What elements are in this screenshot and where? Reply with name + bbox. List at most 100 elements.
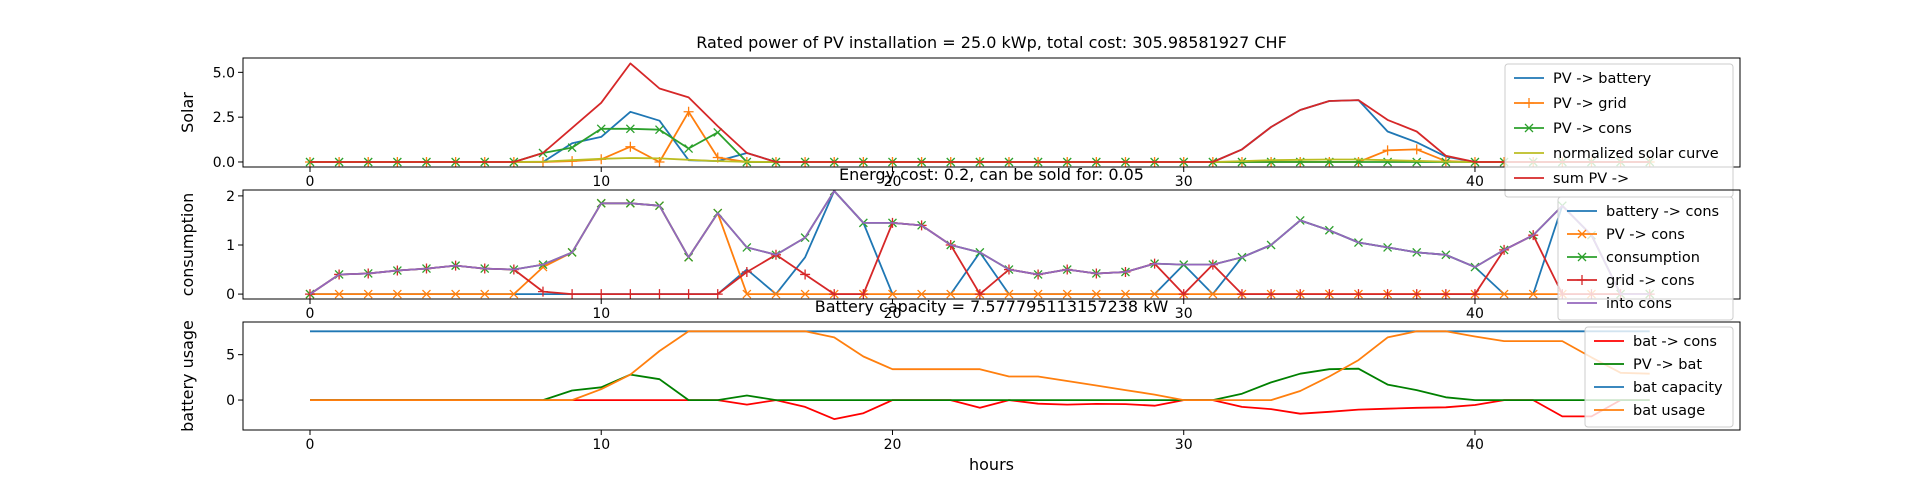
- data-point: [1382, 289, 1393, 299]
- data-point: [917, 289, 927, 299]
- data-point: [1062, 289, 1072, 299]
- y-tick-label: 2: [226, 189, 235, 205]
- legend-box: [1557, 196, 1734, 321]
- data-point: [1208, 289, 1218, 299]
- x-tick-label: 0: [306, 437, 315, 453]
- x-tick-label: 40: [1466, 174, 1484, 190]
- data-point: [625, 289, 636, 299]
- plot-area: [304, 62, 1655, 167]
- legend-label: into cons: [1606, 296, 1672, 312]
- x-tick-label: 10: [592, 306, 610, 322]
- x-tick-label: 20: [884, 174, 902, 190]
- data-point: [625, 124, 635, 134]
- data-point: [800, 269, 811, 280]
- data-point: [1411, 144, 1422, 155]
- legend-label: PV -> grid: [1553, 96, 1627, 112]
- series-line-bat-usage: [310, 330, 1650, 402]
- data-point: [1266, 289, 1277, 299]
- plot-area: [310, 330, 1650, 421]
- data-point: [1295, 289, 1306, 299]
- data-point: [1440, 289, 1451, 299]
- data-point: [334, 289, 344, 299]
- data-point: [1528, 289, 1538, 299]
- data-point: [800, 289, 810, 299]
- axes-frame: [242, 57, 1741, 168]
- data-point: [1150, 289, 1160, 299]
- x-tick-label: 20: [884, 306, 902, 322]
- x-tick-label: 40: [1466, 306, 1484, 322]
- data-point: [742, 289, 752, 299]
- data-point: [741, 266, 752, 277]
- legend: PV -> battery PV -> grid PV -> cons normali…: [1504, 63, 1734, 198]
- x-tick-label: 0: [306, 174, 315, 190]
- x-tick-label: 30: [1175, 306, 1193, 322]
- data-point: [946, 289, 956, 299]
- legend-label: bat usage: [1633, 403, 1705, 419]
- data-point: [304, 289, 315, 299]
- x-tick-label: 10: [592, 174, 610, 190]
- legend: bat -> cons PV -> bat bat capacity bat usag…: [1584, 326, 1734, 428]
- data-point: [625, 141, 636, 152]
- data-point: [596, 124, 606, 134]
- chart-title: Rated power of PV installation = 25.0 kW…: [696, 33, 1287, 52]
- data-point: [1004, 289, 1014, 299]
- y-tick-label: 0: [226, 393, 235, 409]
- data-point: [1121, 289, 1130, 299]
- axes-frame: [242, 321, 1741, 431]
- data-point: [1236, 289, 1247, 299]
- chart-title: Battery capacity = 7.577795113157238 kW: [815, 297, 1169, 316]
- series-line-sum-pv: [310, 62, 1650, 163]
- legend-label: battery -> cons: [1606, 204, 1719, 220]
- y-tick-label: 0: [226, 287, 235, 303]
- data-point: [654, 289, 665, 299]
- axes-frame: [242, 189, 1741, 300]
- legend-marker: [1577, 229, 1587, 239]
- data-point: [1411, 289, 1422, 299]
- legend-marker: [1524, 98, 1534, 108]
- y-axis-label: battery usage: [178, 320, 197, 432]
- legend-label: bat capacity: [1633, 380, 1723, 396]
- legend-label: consumption: [1606, 250, 1700, 266]
- subplot-2: Energy cost: 0.2, can be sold for: 0.05 c…: [178, 165, 1741, 322]
- legend-box: [1584, 326, 1734, 428]
- legend-label: PV -> cons: [1553, 121, 1632, 137]
- legend-label: sum PV ->: [1553, 171, 1629, 187]
- data-point: [888, 289, 897, 299]
- x-tick-label: 10: [592, 437, 610, 453]
- legend-label: bat -> cons: [1633, 334, 1717, 350]
- data-point: [392, 289, 402, 299]
- data-point: [858, 289, 869, 299]
- data-point: [1091, 289, 1101, 299]
- data-point: [567, 289, 578, 299]
- y-axis-label: Solar: [178, 92, 197, 133]
- data-point: [1499, 289, 1509, 299]
- x-tick-label: 40: [1466, 437, 1484, 453]
- data-point: [771, 289, 781, 299]
- data-point: [683, 289, 694, 299]
- data-point: [305, 157, 315, 167]
- data-point: [1469, 289, 1480, 299]
- data-point: [1412, 157, 1422, 167]
- y-tick-label: 5: [226, 348, 235, 364]
- y-tick-label: 2.5: [213, 110, 235, 126]
- subplots: Rated power of PV installation = 25.0 kW…: [178, 33, 1741, 453]
- data-point: [363, 289, 373, 299]
- legend-label: PV -> battery: [1553, 71, 1652, 87]
- data-point: [422, 289, 431, 299]
- chart-title: Energy cost: 0.2, can be sold for: 0.05: [839, 165, 1144, 184]
- subplot-3: Battery capacity = 7.577795113157238 kW b…: [178, 297, 1741, 453]
- x-axis-label: hours: [969, 455, 1014, 474]
- x-tick-label: 30: [1175, 437, 1193, 453]
- legend-label: grid -> cons: [1606, 273, 1695, 289]
- x-tick-label: 30: [1175, 174, 1193, 190]
- legend-label: PV -> cons: [1606, 227, 1685, 243]
- data-point: [451, 289, 461, 299]
- data-point: [829, 289, 840, 299]
- y-axis-label: consumption: [178, 193, 197, 297]
- subplot-1: Rated power of PV installation = 25.0 kW…: [178, 33, 1741, 198]
- legend-label: PV -> bat: [1633, 357, 1702, 373]
- data-point: [1382, 145, 1393, 156]
- data-point: [1178, 289, 1189, 299]
- legend: battery -> cons PV -> cons consumption grid…: [1557, 196, 1734, 321]
- data-point: [683, 106, 694, 117]
